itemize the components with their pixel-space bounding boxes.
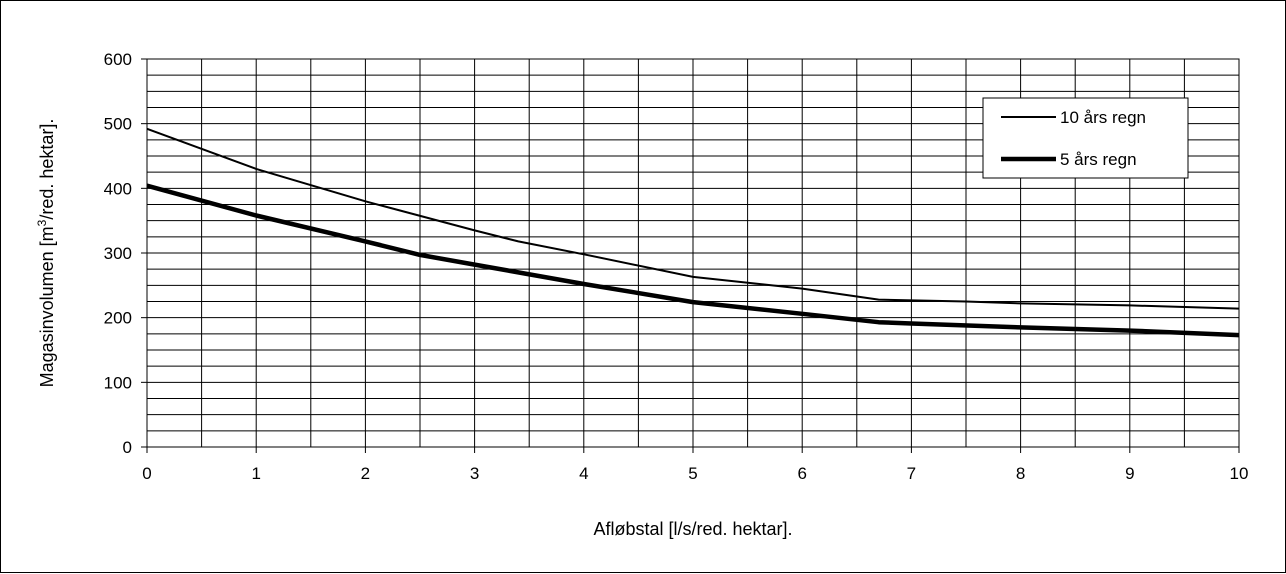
x-tick-label: 0 xyxy=(142,464,151,483)
y-tick-label: 100 xyxy=(104,373,132,392)
series-line-0 xyxy=(146,127,1240,310)
y-tick-label: 600 xyxy=(104,50,132,69)
legend: 10 års regn 5 års regn xyxy=(982,97,1189,179)
x-tick-label: 9 xyxy=(1125,464,1134,483)
x-axis-ticks: 0 1 2 3 4 5 6 7 8 9 10 xyxy=(142,447,1248,483)
series-lines xyxy=(146,127,1240,338)
x-tick-label: 7 xyxy=(907,464,916,483)
x-axis-title: Afløbstal [l/s/red. hektar]. xyxy=(593,519,792,539)
y-axis-title: Magasinvolumen [m3/red. hektar]. xyxy=(35,119,57,388)
x-tick-label: 10 xyxy=(1230,464,1249,483)
x-tick-label: 4 xyxy=(579,464,588,483)
x-tick-label: 6 xyxy=(797,464,806,483)
y-tick-label: 400 xyxy=(104,179,132,198)
x-tick-label: 2 xyxy=(361,464,370,483)
legend-label-10-ars-regn: 10 års regn xyxy=(1060,108,1146,127)
legend-box xyxy=(982,97,1189,179)
legend-label-5-ars-regn: 5 års regn xyxy=(1060,150,1137,169)
y-tick-label: 500 xyxy=(104,115,132,134)
y-axis-ticks: 0 100 200 300 400 500 600 xyxy=(104,50,147,457)
x-tick-label: 8 xyxy=(1016,464,1025,483)
series-line-1 xyxy=(146,183,1240,338)
x-tick-label: 5 xyxy=(688,464,697,483)
y-tick-label: 200 xyxy=(104,309,132,328)
y-axis-title-suffix: /red. hektar]. xyxy=(37,119,57,220)
y-tick-label: 0 xyxy=(123,438,132,457)
x-tick-label: 3 xyxy=(470,464,479,483)
y-axis-title-prefix: Magasinvolumen [m xyxy=(37,226,57,387)
x-tick-label: 1 xyxy=(251,464,260,483)
y-tick-label: 300 xyxy=(104,244,132,263)
y-axis-title-superscript: 3 xyxy=(35,219,49,226)
